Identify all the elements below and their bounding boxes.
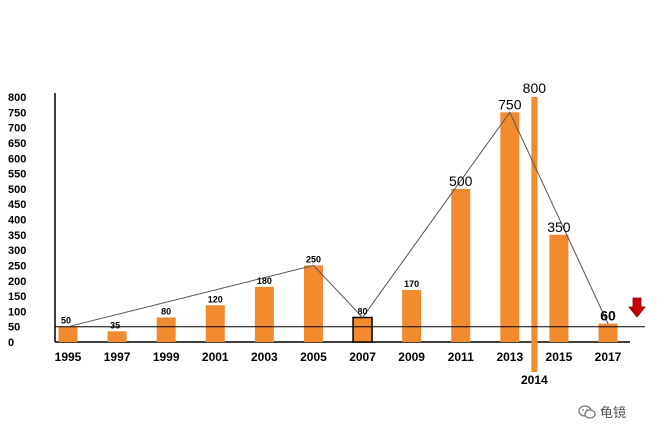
x-tick-label: 2003 <box>251 350 278 364</box>
watermark: 龟镜 <box>578 402 626 421</box>
x-tick-label: 2009 <box>398 350 425 364</box>
highlight-bar <box>531 97 538 372</box>
data-label: 120 <box>208 294 223 304</box>
data-label: 350 <box>547 219 571 235</box>
bar <box>58 326 78 342</box>
bar <box>205 305 225 342</box>
bar <box>549 234 569 342</box>
highlight-x-label: 2014 <box>521 373 548 387</box>
bar <box>352 316 373 343</box>
y-tick-label: 200 <box>8 276 26 288</box>
y-tick-label: 100 <box>8 306 26 318</box>
bar <box>254 286 274 342</box>
watermark-text: 龟镜 <box>600 406 627 421</box>
data-label: 250 <box>306 254 321 264</box>
y-tick-label: 0 <box>8 337 14 349</box>
y-tick-label: 400 <box>8 215 26 227</box>
data-label: 50 <box>61 316 71 326</box>
x-tick-label: 2001 <box>202 350 229 364</box>
bar <box>451 188 471 342</box>
x-tick-label: 2015 <box>546 350 573 364</box>
wechat-icon <box>578 404 596 419</box>
highlight-value-label: 800 <box>523 80 547 96</box>
data-label: 750 <box>498 96 522 112</box>
x-tick-label: 1995 <box>55 350 82 364</box>
x-tick-label: 2005 <box>300 350 327 364</box>
x-tick-label: 1997 <box>104 350 131 364</box>
bar <box>402 289 422 342</box>
x-tick-label: 2017 <box>595 350 622 364</box>
data-label: 60 <box>600 308 616 324</box>
y-tick-label: 250 <box>8 260 26 272</box>
bar <box>598 323 618 342</box>
bar <box>303 265 323 342</box>
y-tick-label: 350 <box>8 230 26 242</box>
data-label: 170 <box>404 279 419 289</box>
down-arrow-icon <box>628 297 646 318</box>
y-tick-label: 50 <box>8 322 20 334</box>
y-tick-label: 600 <box>8 153 26 165</box>
y-tick-label: 450 <box>8 199 26 211</box>
y-tick-label: 750 <box>8 107 26 119</box>
y-tick-label: 500 <box>8 184 26 196</box>
x-tick-label: 2013 <box>496 350 523 364</box>
trend-line <box>67 111 609 328</box>
bar <box>107 331 127 342</box>
x-tick-label: 2011 <box>448 350 474 364</box>
x-tick-label: 1999 <box>153 350 180 364</box>
y-tick-label: 650 <box>8 138 26 150</box>
y-tick-label: 150 <box>8 291 26 303</box>
data-label: 80 <box>358 307 368 317</box>
data-label: 500 <box>449 173 473 189</box>
y-tick-label: 700 <box>8 123 26 135</box>
bar <box>500 112 520 342</box>
data-label: 180 <box>257 276 272 286</box>
x-tick-label: 2007 <box>349 350 376 364</box>
bar <box>156 317 176 342</box>
y-tick-label: 800 <box>8 92 26 104</box>
data-label: 80 <box>161 307 171 317</box>
data-label: 35 <box>110 320 120 330</box>
y-tick-label: 550 <box>8 169 26 181</box>
y-tick-label: 300 <box>8 245 26 257</box>
